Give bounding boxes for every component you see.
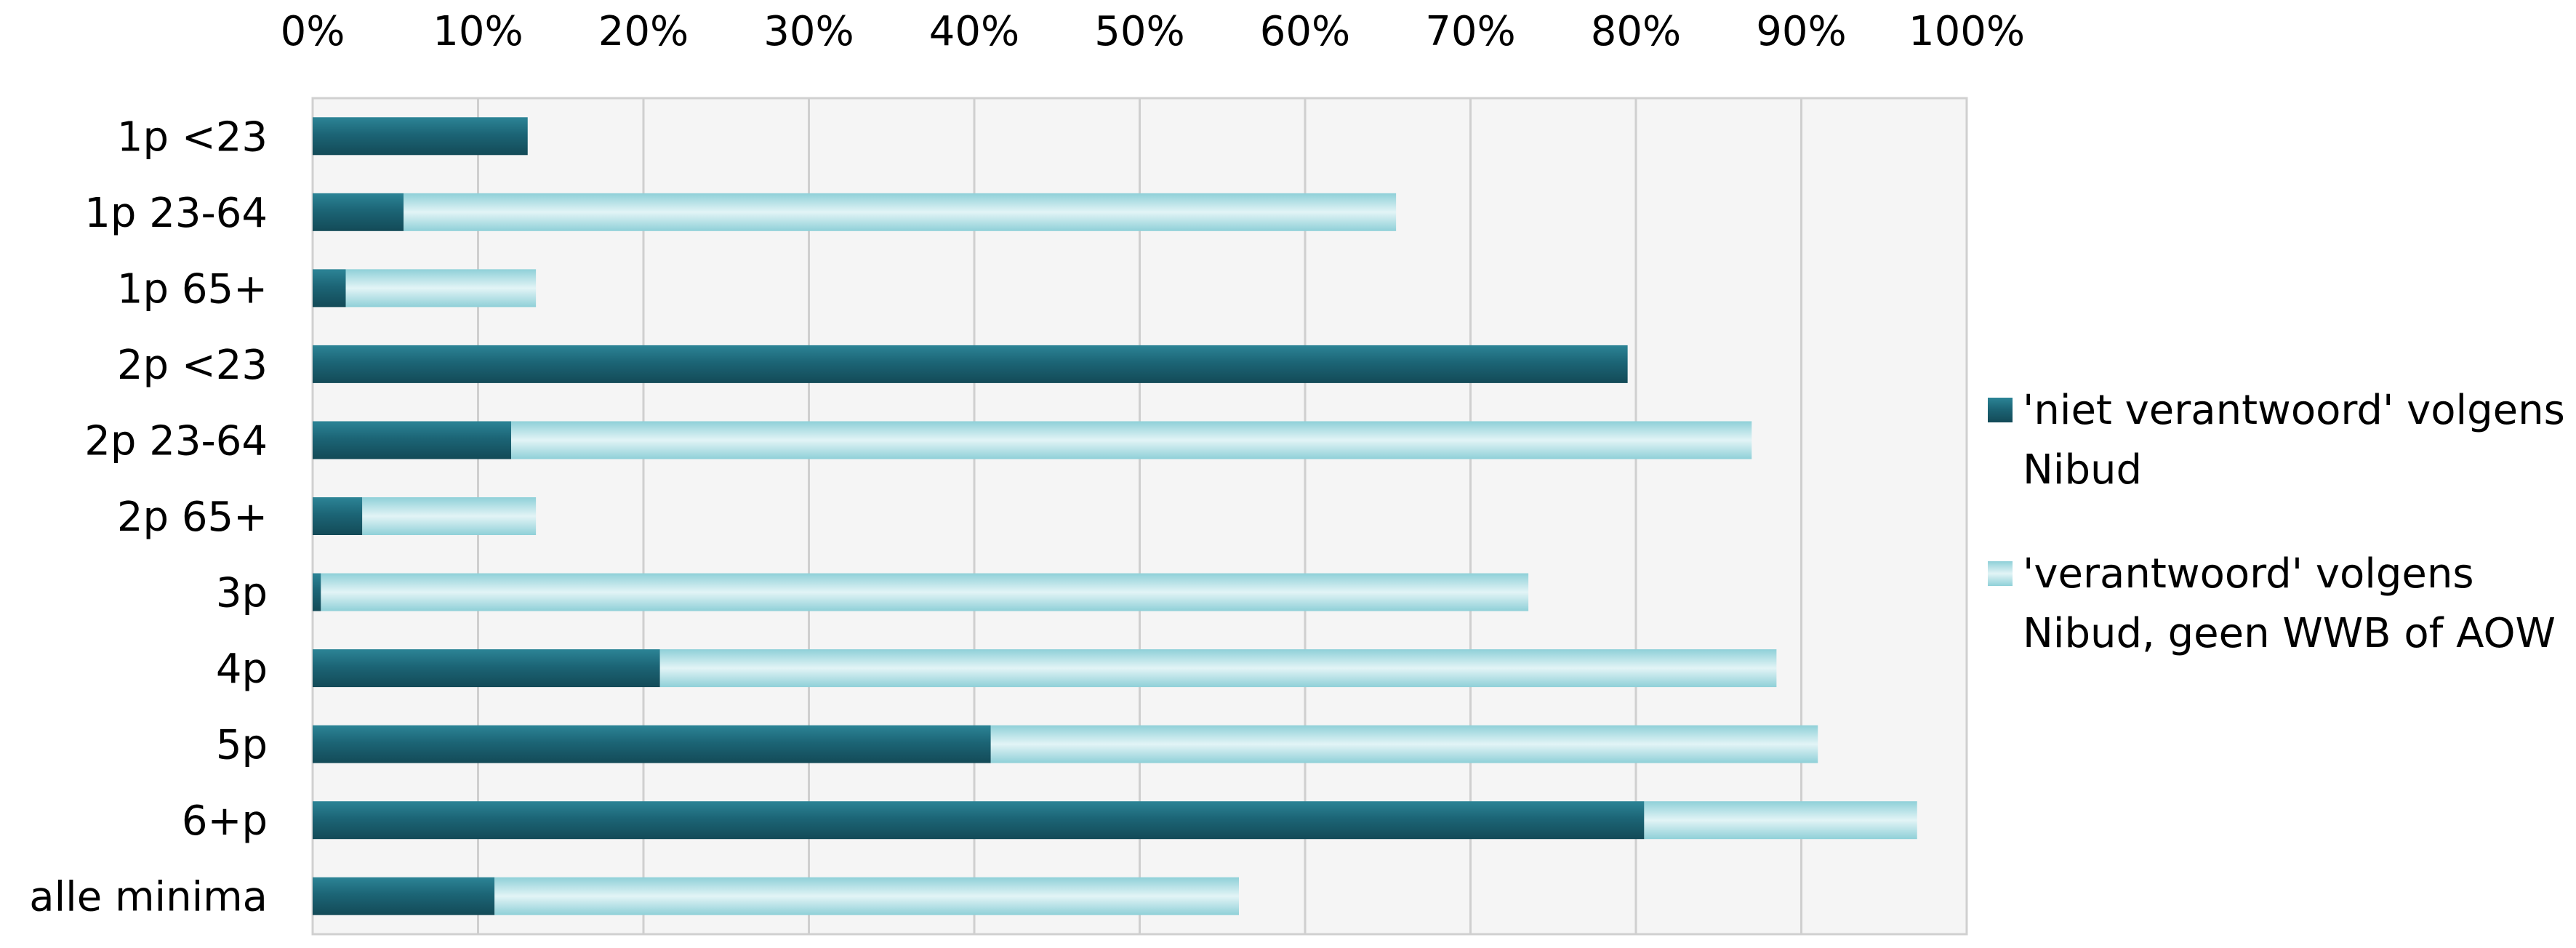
- legend-label-1: 'niet verantwoord' volgens Nibud: [2023, 387, 2565, 494]
- bar-segment-series-2-10: [494, 877, 1239, 915]
- legend-swatch-2: [1988, 561, 2013, 586]
- x-tick-label: 100%: [1909, 8, 2025, 55]
- bar-segment-series-2-4: [511, 421, 1752, 459]
- bar-segment-series-2-6: [321, 573, 1529, 611]
- x-tick-label: 70%: [1425, 8, 1515, 55]
- x-axis-tick-labels: 0% 10% 20% 30% 40% 50% 60% 70% 80% 90% 100%: [281, 8, 2025, 55]
- x-tick-label: 10%: [433, 8, 523, 55]
- bar-segment-series-1-9: [313, 801, 1645, 840]
- bar-segment-series-2-8: [990, 725, 1818, 763]
- y-category-label: 1p 65+: [117, 265, 268, 313]
- gridlines: [477, 98, 1802, 934]
- y-category-label: 2p 65+: [117, 494, 268, 541]
- bar-segment-series-1-5: [313, 497, 363, 535]
- bar-segment-series-1-2: [313, 269, 346, 308]
- bar-segment-series-2-1: [404, 193, 1397, 231]
- bar-segment-series-1-0: [313, 117, 528, 156]
- y-category-label: 4p: [216, 646, 268, 693]
- bar-segment-series-1-8: [313, 725, 991, 763]
- legend-swatch-1: [1988, 398, 2013, 422]
- bar-segment-series-1-7: [313, 649, 660, 688]
- y-category-label: 2p <23: [117, 342, 268, 389]
- x-tick-label: 20%: [598, 8, 689, 55]
- y-category-label: alle minima: [29, 874, 268, 921]
- bars: [313, 117, 1917, 915]
- legend-label-2: 'verantwoord' volgens Nibud, geen WWB of …: [2023, 550, 2556, 657]
- bar-segment-series-2-7: [659, 649, 1777, 688]
- bar-segment-series-2-5: [362, 497, 537, 535]
- x-tick-label: 90%: [1756, 8, 1846, 55]
- y-category-label: 2p 23-64: [84, 417, 268, 465]
- legend: 'niet verantwoord' volgens Nibud 'verantwo…: [1988, 387, 2565, 657]
- bar-segment-series-1-3: [313, 345, 1628, 383]
- x-tick-label: 80%: [1591, 8, 1681, 55]
- x-tick-label: 50%: [1094, 8, 1184, 55]
- x-tick-label: 60%: [1260, 8, 1350, 55]
- x-tick-label: 0%: [281, 8, 345, 55]
- bar-segment-series-1-1: [313, 193, 404, 231]
- bar-segment-series-1-10: [313, 877, 495, 915]
- bar-segment-series-2-2: [345, 269, 537, 308]
- y-category-label: 5p: [216, 722, 268, 769]
- y-category-label: 1p <23: [117, 113, 268, 161]
- y-category-label: 6+p: [182, 798, 268, 845]
- bar-segment-series-2-9: [1644, 801, 1917, 840]
- bar-segment-series-1-6: [313, 573, 321, 611]
- y-category-label: 1p 23-64: [84, 190, 268, 237]
- bar-segment-series-1-4: [313, 421, 511, 459]
- x-tick-label: 30%: [763, 8, 854, 55]
- y-axis-category-labels: 1p <23 1p 23-64 1p 65+ 2p <23 2p 23-64 2p 65+…: [29, 113, 268, 920]
- y-category-label: 3p: [216, 570, 268, 617]
- x-tick-label: 40%: [929, 8, 1019, 55]
